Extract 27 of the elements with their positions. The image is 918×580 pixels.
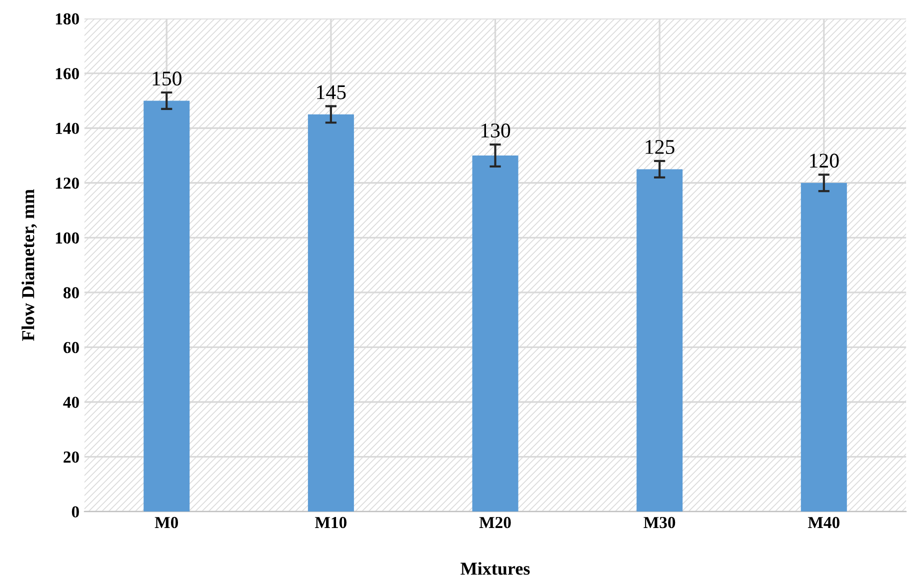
x-tick-label: M40 <box>808 516 840 528</box>
x-tick-label: M30 <box>644 516 676 528</box>
y-tick-label: 20 <box>64 451 79 463</box>
bar <box>144 100 190 512</box>
bar <box>636 169 683 512</box>
data-label: 125 <box>646 140 674 154</box>
y-tick-label: 0 <box>72 506 79 518</box>
y-tick-label: 40 <box>63 396 79 408</box>
x-tick-label: M0 <box>154 516 178 528</box>
data-label: 145 <box>317 85 346 100</box>
data-label: 150 <box>152 71 182 86</box>
y-tick-label: 140 <box>56 122 79 134</box>
y-tick-label: 180 <box>56 13 79 25</box>
x-tick-label: M10 <box>315 516 346 528</box>
y-tick-label: 120 <box>56 178 79 189</box>
y-axis-title: Flow Diameter, mm <box>22 189 37 341</box>
y-tick-label: 60 <box>64 342 79 354</box>
bar <box>308 114 354 512</box>
x-tick-label: M20 <box>479 516 511 528</box>
y-tick-label: 80 <box>63 287 79 298</box>
x-axis-title: Mixtures <box>460 562 530 575</box>
y-tick-label: 100 <box>56 232 79 244</box>
bar <box>800 182 847 512</box>
data-label: 130 <box>481 124 510 138</box>
bar <box>472 156 518 512</box>
data-label: 120 <box>810 154 839 168</box>
y-tick-label: 160 <box>56 68 79 80</box>
